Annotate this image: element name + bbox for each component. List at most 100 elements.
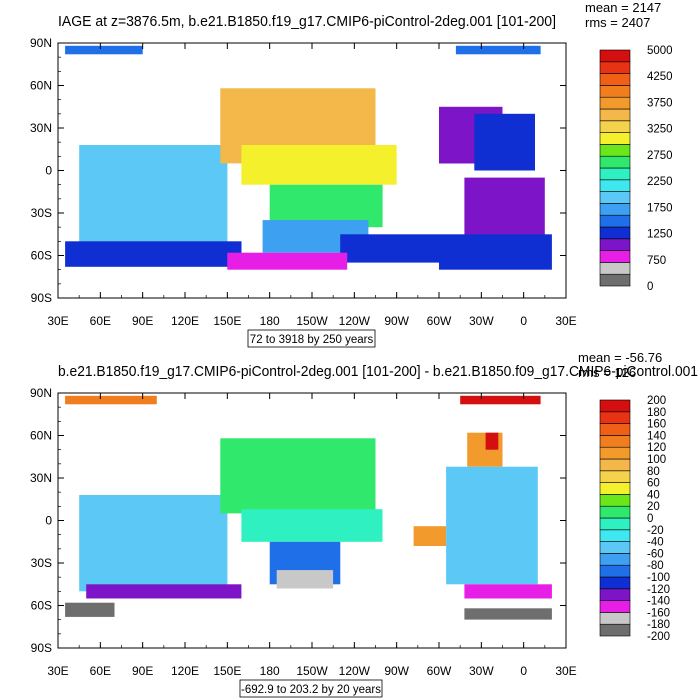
- y-tick-label: 90S: [31, 641, 52, 655]
- colorbar-box: [599, 399, 631, 413]
- colorbar-box: [599, 226, 631, 240]
- x-tick-label: 60E: [90, 664, 111, 678]
- panel-1-title: IAGE at z=3876.5m, b.e21.B1850.f19_g17.C…: [58, 14, 556, 30]
- y-tick-label: 60N: [30, 79, 52, 93]
- colorbar-box: [599, 411, 631, 424]
- colorbar-box: [599, 458, 631, 472]
- y-tick-label: 30S: [31, 206, 52, 220]
- colorbar-box: [599, 470, 631, 483]
- x-tick-label: 150E: [213, 314, 241, 328]
- colorbar-label: 2250: [647, 176, 673, 188]
- region-north-atlantic-east: [474, 113, 535, 171]
- x-tick-label: 180: [260, 664, 280, 678]
- region-equatorial-pacific: [241, 145, 397, 185]
- colorbar-box: [599, 541, 631, 554]
- region-arctic-strip-west: [65, 45, 143, 55]
- x-tick-label: 120W: [339, 314, 371, 328]
- colorbar-box: [599, 505, 631, 519]
- region-southern-ocean-atlantic: [464, 584, 552, 599]
- x-tick-label: 120E: [171, 664, 199, 678]
- panel-1: IAGE at z=3876.5m, b.e21.B1850.f19_g17.C…: [30, 0, 673, 348]
- colorbar-box: [599, 96, 631, 110]
- colorbar-label: 200: [647, 395, 666, 407]
- panel-2: b.e21.B1850.f19_g17.CMIP6-piControl-2deg…: [30, 350, 698, 698]
- region-south-pacific-deep: [276, 570, 334, 589]
- region-arctic-strip-east: [460, 395, 541, 405]
- colorbar-label: 100: [647, 454, 666, 466]
- panel-2-rms: rms = 126: [578, 365, 636, 380]
- colorbar-box: [599, 250, 631, 263]
- colorbar-label: 3250: [647, 124, 673, 136]
- region-southern-ocean-indian: [65, 241, 242, 267]
- x-tick-label: 120W: [339, 664, 371, 678]
- colorbar-label: -80: [647, 560, 664, 572]
- region-north-pacific: [220, 438, 376, 514]
- colorbar-label: -160: [647, 607, 670, 619]
- colorbar-box: [599, 262, 631, 275]
- x-tick-label: 120E: [171, 314, 199, 328]
- y-tick-label: 30N: [30, 121, 52, 135]
- colorbar-label: 2750: [647, 150, 673, 162]
- x-tick-label: 90E: [132, 664, 153, 678]
- colorbar-box: [599, 132, 631, 145]
- panel-2-colorbar: -200-180-160-140-120-100-80-60-40-200204…: [599, 395, 670, 643]
- colorbar-box: [599, 179, 631, 192]
- panel-1-rms: rms = 2407: [585, 15, 650, 30]
- colorbar-label: -200: [647, 631, 670, 643]
- panel-2-title: b.e21.B1850.f19_g17.CMIP6-piControl-2deg…: [58, 364, 698, 380]
- panel-2-data-field: [65, 395, 552, 620]
- x-tick-label: 90W: [384, 314, 409, 328]
- y-tick-label: 60N: [30, 429, 52, 443]
- colorbar-label: 20: [647, 501, 660, 513]
- x-tick-label: 150E: [213, 664, 241, 678]
- colorbar-box: [599, 612, 631, 625]
- colorbar-box: [599, 273, 631, 287]
- y-tick-label: 30N: [30, 471, 52, 485]
- x-tick-label: 60W: [427, 314, 452, 328]
- x-tick-label: 180: [260, 314, 280, 328]
- x-tick-label: 150W: [296, 314, 328, 328]
- colorbar-label: 4250: [647, 71, 673, 83]
- colorbar-label: 60: [647, 478, 660, 490]
- colorbar-box: [599, 108, 631, 122]
- colorbar-label: -60: [647, 548, 664, 560]
- region-southern-ocean-pacific: [340, 234, 439, 263]
- x-tick-label: 90E: [132, 314, 153, 328]
- region-arctic-strip-east: [455, 45, 541, 55]
- colorbar-box: [599, 49, 631, 63]
- colorbar-box: [599, 446, 631, 460]
- colorbar-box: [599, 529, 631, 542]
- x-tick-label: 30E: [47, 664, 68, 678]
- colorbar-label: 1250: [647, 229, 673, 241]
- region-southern-ocean-indian: [86, 584, 242, 599]
- x-tick-label: 30E: [47, 314, 68, 328]
- colorbar-box: [599, 120, 631, 133]
- colorbar-label: 5000: [647, 45, 673, 57]
- x-tick-label: 30E: [555, 664, 576, 678]
- colorbar-box: [599, 576, 631, 590]
- colorbar-box: [599, 623, 631, 637]
- colorbar-box: [599, 73, 631, 86]
- colorbar-label: -20: [647, 525, 664, 537]
- colorbar-label: 750: [647, 255, 666, 267]
- x-tick-label: 30W: [469, 314, 494, 328]
- colorbar-box: [599, 191, 631, 204]
- region-southern-ocean-gray: [65, 602, 115, 617]
- colorbar-box: [599, 564, 631, 578]
- x-tick-label: 60E: [90, 314, 111, 328]
- colorbar-label: -140: [647, 596, 670, 608]
- y-tick-label: 90S: [31, 291, 52, 305]
- x-tick-label: 90W: [384, 664, 409, 678]
- region-southern-ocean-gray-east: [464, 608, 552, 620]
- region-north-atlantic-labrador: [485, 432, 499, 450]
- x-tick-label: 0: [520, 314, 527, 328]
- colorbar-label: 0: [647, 281, 653, 293]
- region-indian-ocean: [79, 145, 228, 249]
- y-tick-label: 90N: [30, 386, 52, 400]
- panel-1-range-box: [247, 329, 376, 348]
- colorbar-box: [599, 600, 631, 613]
- colorbar-box: [599, 144, 631, 157]
- colorbar-label: 40: [647, 489, 660, 501]
- x-tick-label: 150W: [296, 664, 328, 678]
